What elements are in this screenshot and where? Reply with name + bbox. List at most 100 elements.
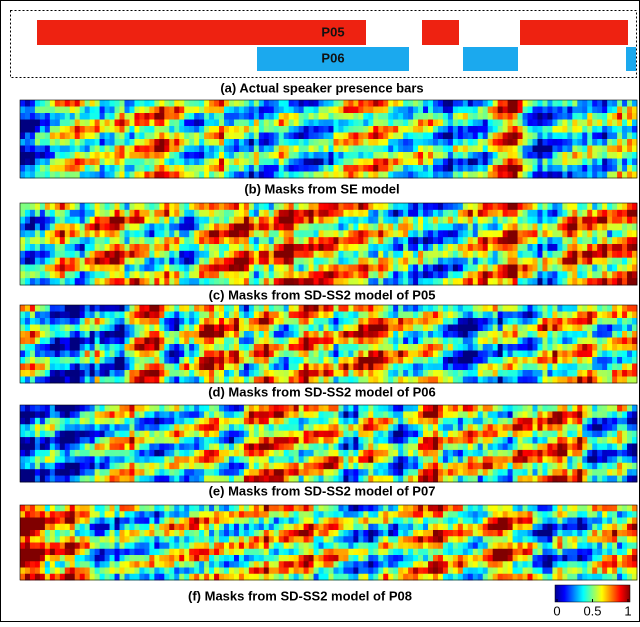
heatmap-cell xyxy=(423,258,428,265)
heatmap-cell xyxy=(214,230,219,237)
heatmap-cell xyxy=(120,351,125,358)
heatmap-cell xyxy=(468,217,473,224)
heatmap-cell xyxy=(184,312,189,319)
heatmap-cell xyxy=(90,411,95,418)
heatmap-cell xyxy=(254,203,259,210)
heatmap-cell xyxy=(239,331,244,338)
heatmap-cell xyxy=(25,100,30,107)
heatmap-cell xyxy=(144,344,149,351)
heatmap-cell xyxy=(20,351,25,358)
heatmap-cell xyxy=(65,224,70,231)
heatmap-cell xyxy=(423,210,428,217)
heatmap-cell xyxy=(75,351,80,358)
heatmap-cell xyxy=(174,210,179,217)
heatmap-cell xyxy=(338,126,343,133)
heatmap-cell xyxy=(199,165,204,172)
heatmap-cell xyxy=(75,237,80,244)
heatmap-cell xyxy=(597,357,602,364)
heatmap-cell xyxy=(159,258,164,265)
heatmap-cell xyxy=(194,418,199,425)
heatmap-cell xyxy=(582,100,587,107)
heatmap-cell xyxy=(393,100,398,107)
heatmap-cell xyxy=(45,370,50,377)
heatmap-cell xyxy=(80,120,85,127)
heatmap-cell xyxy=(70,217,75,224)
heatmap-cell xyxy=(124,251,129,258)
heatmap-cell xyxy=(398,364,403,371)
heatmap-cell xyxy=(289,230,294,237)
heatmap-cell xyxy=(129,251,134,258)
heatmap-cell xyxy=(329,172,334,179)
heatmap-cell xyxy=(159,165,164,172)
heatmap-cell xyxy=(80,139,85,146)
heatmap-cell xyxy=(55,312,60,319)
heatmap-cell xyxy=(443,244,448,251)
heatmap-cell xyxy=(552,377,557,384)
heatmap-cell xyxy=(110,271,115,278)
heatmap-cell xyxy=(269,271,274,278)
heatmap-cell xyxy=(552,357,557,364)
heatmap-cell xyxy=(343,351,348,358)
heatmap-cell xyxy=(533,139,538,146)
heatmap-cell xyxy=(229,100,234,107)
heatmap-cell xyxy=(159,271,164,278)
heatmap-cell xyxy=(199,431,204,438)
heatmap-cell xyxy=(358,224,363,231)
heatmap-cell xyxy=(314,152,319,159)
heatmap-cell xyxy=(35,469,40,476)
heatmap-cell xyxy=(25,338,30,345)
heatmap-cell xyxy=(189,331,194,338)
heatmap-cell xyxy=(274,237,279,244)
heatmap-cell xyxy=(333,172,338,179)
heatmap-cell xyxy=(324,107,329,114)
heatmap-cell xyxy=(398,357,403,364)
heatmap-cell xyxy=(20,251,25,258)
heatmap-cell xyxy=(542,217,547,224)
heatmap-cell xyxy=(144,217,149,224)
heatmap-cell xyxy=(234,172,239,179)
heatmap-cell xyxy=(224,444,229,451)
heatmap-cell xyxy=(20,244,25,251)
heatmap-cell xyxy=(100,237,105,244)
heatmap-cell xyxy=(184,203,189,210)
heatmap-cell xyxy=(314,146,319,153)
heatmap-cell xyxy=(259,210,264,217)
heatmap-cell xyxy=(20,344,25,351)
heatmap-cell xyxy=(388,203,393,210)
heatmap-cell xyxy=(105,152,110,159)
heatmap-cell xyxy=(383,305,388,312)
heatmap-cell xyxy=(294,165,299,172)
heatmap-cell xyxy=(70,203,75,210)
heatmap-cell xyxy=(338,305,343,312)
heatmap-cell xyxy=(154,370,159,377)
heatmap-cell xyxy=(572,318,577,325)
heatmap-cell xyxy=(184,165,189,172)
heatmap-cell xyxy=(164,450,169,457)
heatmap-cell xyxy=(30,210,35,217)
heatmap-cell xyxy=(105,405,110,412)
heatmap-cell xyxy=(144,370,149,377)
heatmap-cell xyxy=(20,172,25,179)
heatmap-cell xyxy=(30,405,35,412)
heatmap-cell xyxy=(319,133,324,140)
heatmap-cell xyxy=(567,338,572,345)
heatmap-cell xyxy=(617,113,622,120)
heatmap-cell xyxy=(612,152,617,159)
heatmap-cell xyxy=(50,146,55,153)
heatmap-cell xyxy=(259,338,264,345)
heatmap-cell xyxy=(533,107,538,114)
heatmap-cell xyxy=(468,325,473,332)
heatmap-cell xyxy=(259,230,264,237)
heatmap-cell xyxy=(25,469,30,476)
heatmap-cell xyxy=(448,172,453,179)
heatmap-cell xyxy=(249,126,254,133)
heatmap-cell xyxy=(90,469,95,476)
heatmap-cell xyxy=(383,265,388,272)
heatmap-cell xyxy=(607,217,612,224)
heatmap-cell xyxy=(528,203,533,210)
heatmap-cell xyxy=(557,258,562,265)
heatmap-cell xyxy=(30,450,35,457)
heatmap-cell xyxy=(164,237,169,244)
heatmap-cell xyxy=(622,165,627,172)
heatmap-cell xyxy=(174,351,179,358)
